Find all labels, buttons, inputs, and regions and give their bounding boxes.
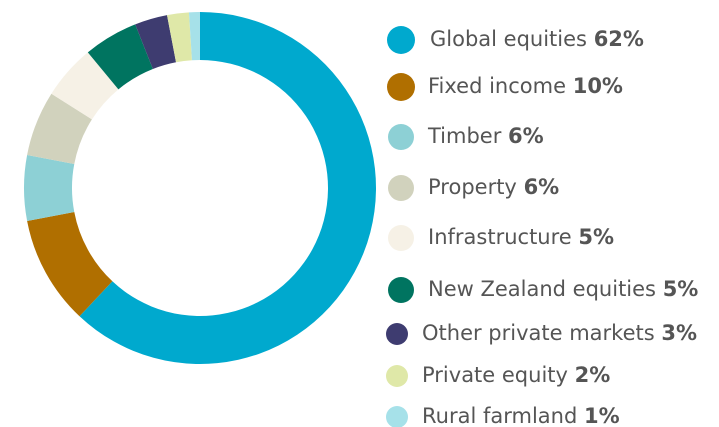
legend-name: Infrastructure — [428, 225, 572, 249]
legend-value: 3% — [661, 321, 697, 345]
legend-swatch — [387, 73, 415, 101]
legend-label: Global equities 62% — [430, 27, 644, 51]
legend-value: 6% — [524, 175, 560, 199]
donut-slice — [27, 211, 113, 317]
legend-label: New Zealand equities 5% — [428, 277, 698, 301]
legend-name: New Zealand equities — [428, 277, 656, 301]
legend-value: 1% — [584, 404, 620, 427]
legend-value: 5% — [663, 277, 699, 301]
legend-label: Private equity 2% — [422, 363, 610, 387]
legend-value: 5% — [578, 225, 614, 249]
legend-value: 62% — [594, 27, 644, 51]
legend-swatch — [388, 225, 414, 251]
legend-label: Property 6% — [428, 175, 559, 199]
legend-swatch — [386, 323, 408, 345]
legend-label: Rural farmland 1% — [422, 404, 620, 427]
legend-swatch — [388, 175, 414, 201]
legend-name: Timber — [427, 124, 502, 148]
donut-slice — [188, 12, 200, 61]
donut-slice — [51, 52, 119, 120]
legend-swatch — [388, 124, 414, 150]
legend-value: 6% — [508, 124, 544, 148]
legend-swatch — [386, 406, 408, 427]
legend-label: Other private markets 3% — [422, 321, 697, 345]
legend-name: Private equity — [422, 363, 568, 387]
donut-slice — [87, 24, 153, 90]
donut-slice — [167, 12, 192, 63]
legend-name: Rural farmland — [422, 404, 577, 427]
donut-slice — [27, 93, 92, 165]
donut-slice — [79, 12, 376, 364]
legend-name: Property — [428, 175, 517, 199]
legend-swatch — [386, 365, 408, 387]
legend-name: Global equities — [430, 27, 587, 51]
legend-name: Fixed income — [428, 74, 566, 98]
legend-swatch — [387, 26, 415, 54]
donut-slice — [23, 155, 75, 221]
legend-label: Infrastructure 5% — [428, 225, 614, 249]
legend-label: Fixed income 10% — [428, 74, 623, 98]
legend-label: Timber 6% — [427, 124, 544, 148]
legend-value: 10% — [573, 74, 623, 98]
legend-swatch — [388, 277, 414, 303]
legend-name: Other private markets — [422, 321, 655, 345]
donut-slice — [135, 15, 177, 69]
legend-value: 2% — [575, 363, 611, 387]
